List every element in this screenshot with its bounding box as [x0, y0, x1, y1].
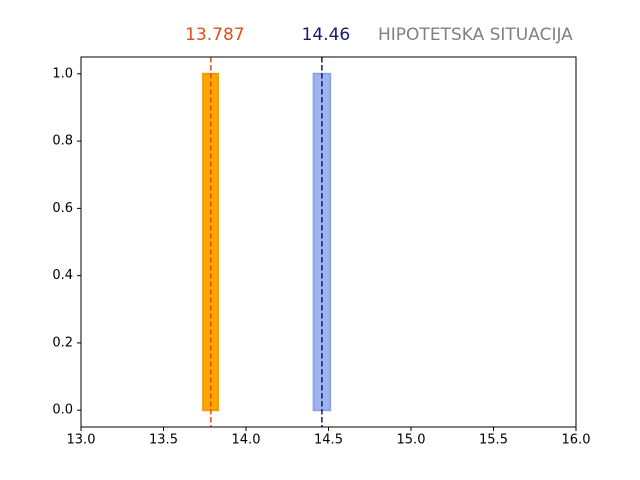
y-tick-label: 0.0 — [52, 403, 73, 418]
x-tick-label: 14.0 — [232, 433, 261, 448]
reference-label: 13.787 — [185, 25, 244, 45]
y-tick-label: 0.2 — [52, 335, 73, 350]
chart-title: HIPOTETSKA SITUACIJA — [378, 25, 573, 45]
x-tick-label: 13.0 — [67, 433, 96, 448]
x-tick-label: 13.5 — [149, 433, 178, 448]
y-tick-label: 0.6 — [52, 201, 73, 216]
y-tick-label: 1.0 — [52, 66, 73, 81]
x-tick-label: 15.5 — [479, 433, 508, 448]
y-tick-label: 0.8 — [52, 134, 73, 149]
y-tick-label: 0.4 — [52, 268, 73, 283]
x-tick-label: 16.0 — [562, 433, 591, 448]
x-tick-label: 15.0 — [397, 433, 426, 448]
x-tick-label: 14.5 — [314, 433, 343, 448]
reference-label: 14.46 — [302, 25, 351, 45]
